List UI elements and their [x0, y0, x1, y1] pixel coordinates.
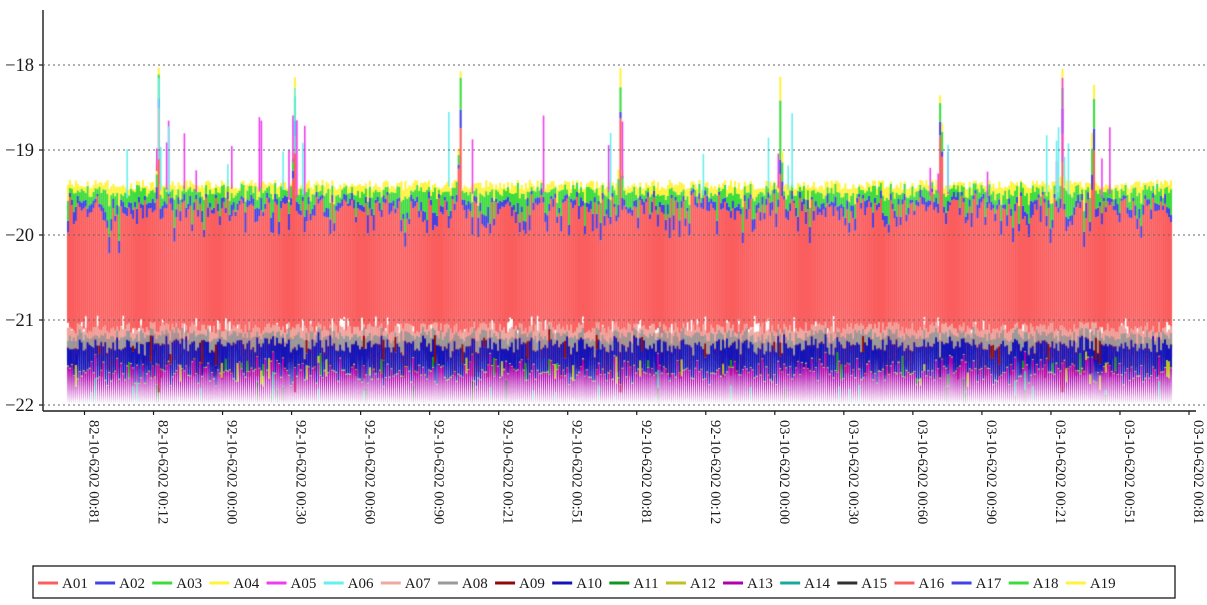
svg-text:03-10-6202 00:21: 03-10-6202 00:21 [1052, 420, 1068, 524]
svg-text:A13: A13 [747, 576, 773, 592]
svg-text:A04: A04 [233, 576, 259, 592]
svg-text:A19: A19 [1090, 576, 1116, 592]
svg-text:A15: A15 [861, 576, 887, 592]
svg-text:A18: A18 [1033, 576, 1059, 592]
svg-text:A02: A02 [119, 576, 145, 592]
svg-text:92-10-6202 00:90: 92-10-6202 00:90 [431, 420, 447, 524]
svg-text:92-10-6202 00:12: 92-10-6202 00:12 [707, 420, 723, 524]
svg-text:A10: A10 [576, 576, 602, 592]
svg-text:03-10-6202 00:00: 03-10-6202 00:00 [776, 420, 792, 524]
svg-text:A06: A06 [348, 576, 374, 592]
svg-text:92-10-6202 00:30: 92-10-6202 00:30 [293, 420, 309, 524]
svg-text:A01: A01 [62, 576, 88, 592]
svg-text:03-10-6202 00:81: 03-10-6202 00:81 [1190, 420, 1206, 524]
svg-text:A11: A11 [633, 576, 658, 592]
svg-text:03-10-6202 00:60: 03-10-6202 00:60 [914, 420, 930, 524]
svg-text:82-10-6202 00:81: 82-10-6202 00:81 [86, 420, 102, 524]
svg-text:92-10-6202 00:51: 92-10-6202 00:51 [569, 420, 585, 524]
svg-text:92-10-6202 00:60: 92-10-6202 00:60 [362, 420, 378, 524]
svg-text:92-10-6202 00:81: 92-10-6202 00:81 [638, 420, 654, 524]
svg-text:A12: A12 [690, 576, 716, 592]
svg-text:82-10-6202 00:12: 82-10-6202 00:12 [155, 420, 171, 524]
svg-text:92-10-6202 00:21: 92-10-6202 00:21 [500, 420, 516, 524]
svg-text:A07: A07 [405, 576, 431, 592]
svg-text:−19: −19 [5, 141, 34, 161]
svg-text:03-10-6202 00:90: 03-10-6202 00:90 [983, 420, 999, 524]
svg-text:92-10-6202 00:00: 92-10-6202 00:00 [224, 420, 240, 524]
svg-text:−21: −21 [5, 311, 34, 331]
svg-text:−22: −22 [5, 396, 34, 416]
svg-text:A05: A05 [291, 576, 317, 592]
svg-text:03-10-6202 00:51: 03-10-6202 00:51 [1121, 420, 1137, 524]
svg-text:03-10-6202 00:30: 03-10-6202 00:30 [845, 420, 861, 524]
svg-text:A16: A16 [918, 576, 944, 592]
svg-text:A08: A08 [462, 576, 488, 592]
svg-text:−20: −20 [5, 226, 34, 246]
svg-text:A17: A17 [976, 576, 1002, 592]
svg-text:A09: A09 [519, 576, 545, 592]
svg-text:A03: A03 [176, 576, 202, 592]
svg-text:−18: −18 [5, 56, 34, 76]
svg-text:A14: A14 [804, 576, 830, 592]
